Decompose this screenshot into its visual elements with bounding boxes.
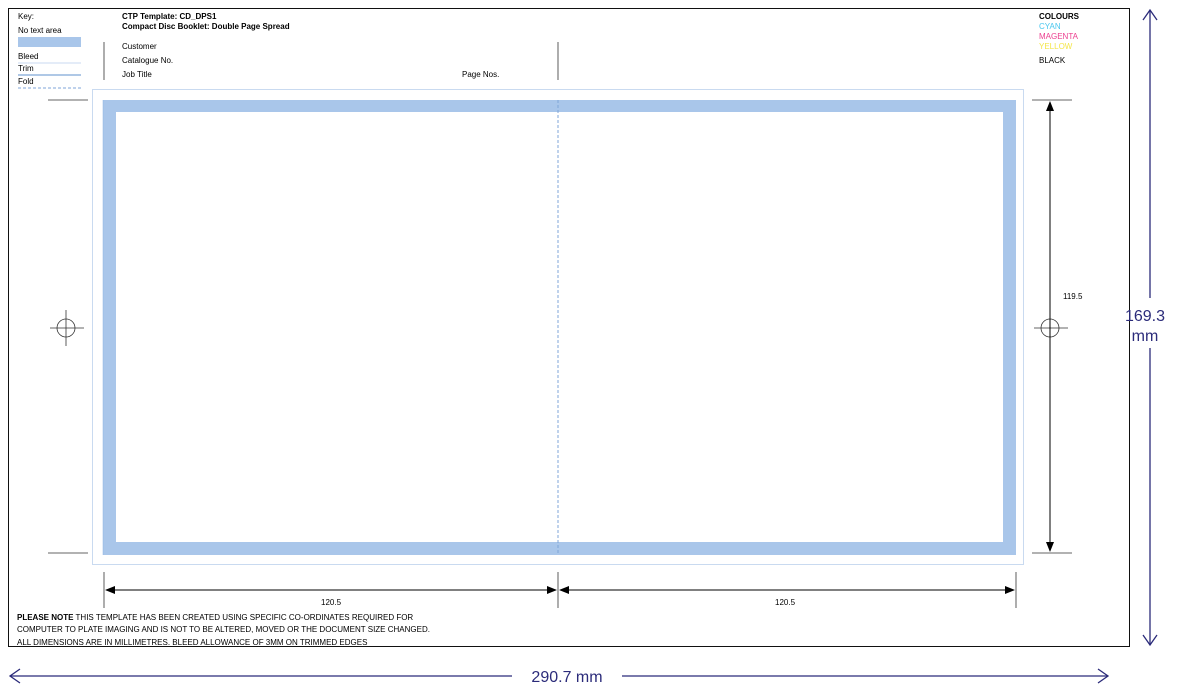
key-legend: Key: No text area Bleed Trim Fold: [18, 12, 81, 89]
customer-label: Customer: [122, 42, 157, 51]
catalogue-label: Catalogue No.: [122, 56, 173, 65]
template-title: CTP Template: CD_DPS1: [122, 12, 217, 21]
key-trim-label: Trim: [18, 64, 34, 73]
template-subtitle: Compact Disc Booklet: Double Page Spread: [122, 22, 290, 31]
overall-width-arrow: [8, 668, 1110, 684]
overall-height-arrow: [1142, 8, 1158, 647]
notice-lead: PLEASE NOTE: [17, 613, 74, 622]
key-no-text-area-label: No text area: [18, 26, 62, 35]
overall-height-label-line2: mm: [1132, 328, 1159, 345]
height-dimension-label-bg: [1058, 288, 1088, 302]
colour-magenta: MAGENTA: [1039, 32, 1079, 41]
registration-mark-left-icon: [50, 310, 84, 346]
key-bleed-label: Bleed: [18, 52, 38, 61]
left-width-dimension-label: 120.5: [321, 598, 342, 607]
colours-heading: COLOURS: [1039, 12, 1080, 21]
notice-line-2: COMPUTER TO PLATE IMAGING AND IS NOT TO …: [17, 625, 430, 634]
bleed-outline: [92, 89, 1024, 565]
notice-line-1-text: THIS TEMPLATE HAS BEEN CREATED USING SPE…: [73, 613, 413, 622]
right-width-dimension-label: 120.5: [775, 598, 796, 607]
document-border: [8, 8, 1130, 647]
height-dimension-label: 119.5: [1063, 292, 1083, 301]
key-fold-label: Fold: [18, 77, 34, 86]
colour-yellow: YELLOW: [1039, 42, 1073, 51]
colour-black: BLACK: [1039, 56, 1066, 65]
notice-line-3: ALL DIMENSIONS ARE IN MILLIMETRES. BLEED…: [17, 638, 367, 647]
key-heading: Key:: [18, 12, 34, 21]
colour-cyan: CYAN: [1039, 22, 1061, 31]
overall-width-label: 290.7 mm: [531, 669, 602, 686]
colours-list: COLOURS CYAN MAGENTA YELLOW BLACK: [1039, 12, 1080, 65]
page-nos-label: Page Nos.: [462, 70, 499, 79]
notice-line-1: PLEASE NOTE THIS TEMPLATE HAS BEEN CREAT…: [17, 613, 413, 622]
key-no-text-area-swatch: [18, 37, 81, 47]
job-title-label: Job Title: [122, 70, 152, 79]
overall-height-label-line1: 169.3: [1125, 308, 1165, 325]
